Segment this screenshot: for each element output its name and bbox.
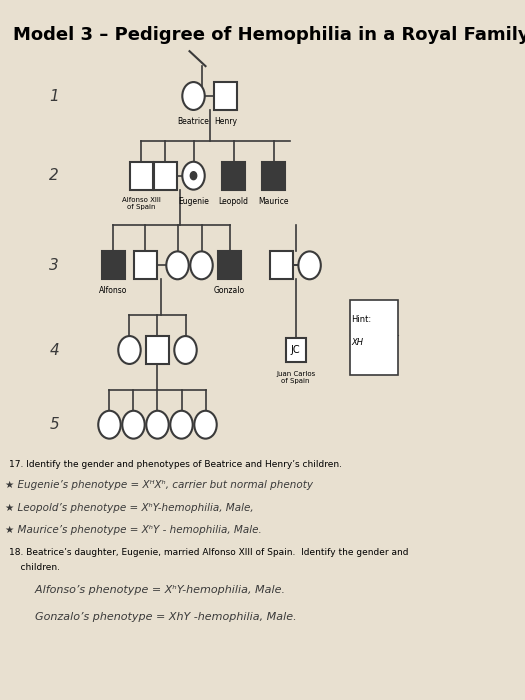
- FancyBboxPatch shape: [350, 300, 397, 375]
- Text: 4: 4: [49, 342, 59, 358]
- Text: ★ Maurice’s phenotype = XʰY - hemophilia, Male.: ★ Maurice’s phenotype = XʰY - hemophilia…: [5, 525, 262, 536]
- FancyBboxPatch shape: [134, 251, 156, 279]
- FancyBboxPatch shape: [154, 162, 177, 190]
- Circle shape: [191, 251, 213, 279]
- Circle shape: [98, 411, 121, 439]
- Text: ★ Eugenie’s phenotype = XᴴXʰ, carrier but normal phenoty: ★ Eugenie’s phenotype = XᴴXʰ, carrier bu…: [5, 480, 313, 491]
- FancyBboxPatch shape: [262, 162, 285, 190]
- Text: Leopold: Leopold: [218, 197, 248, 206]
- Text: children.: children.: [9, 563, 60, 572]
- Text: 2: 2: [49, 168, 59, 183]
- Text: Alfonso: Alfonso: [99, 286, 128, 295]
- Circle shape: [118, 336, 141, 364]
- Text: Alfonso’s phenotype = XʰY-hemophilia, Male.: Alfonso’s phenotype = XʰY-hemophilia, Ma…: [22, 585, 286, 595]
- FancyBboxPatch shape: [214, 82, 237, 110]
- Text: Eugenie: Eugenie: [178, 197, 209, 206]
- Text: Maurice: Maurice: [258, 197, 289, 206]
- FancyBboxPatch shape: [222, 162, 245, 190]
- FancyBboxPatch shape: [102, 251, 124, 279]
- Text: Gonzalo: Gonzalo: [214, 286, 245, 295]
- Circle shape: [170, 411, 193, 439]
- Circle shape: [194, 411, 217, 439]
- FancyBboxPatch shape: [146, 336, 169, 364]
- Text: 3: 3: [49, 258, 59, 273]
- FancyBboxPatch shape: [218, 251, 241, 279]
- Text: Model 3 – Pedigree of Hemophilia in a Royal Family: Model 3 – Pedigree of Hemophilia in a Ro…: [14, 27, 525, 44]
- Text: ★ Leopold’s phenotype = XʰY-hemophilia, Male,: ★ Leopold’s phenotype = XʰY-hemophilia, …: [5, 503, 254, 513]
- FancyBboxPatch shape: [130, 162, 153, 190]
- Text: 17. Identify the gender and phenotypes of Beatrice and Henry’s children.: 17. Identify the gender and phenotypes o…: [9, 460, 342, 468]
- Circle shape: [174, 336, 197, 364]
- Circle shape: [191, 172, 197, 180]
- Circle shape: [122, 411, 145, 439]
- Text: Gonzalo’s phenotype = XhY -hemophilia, Male.: Gonzalo’s phenotype = XhY -hemophilia, M…: [22, 612, 297, 622]
- Text: 5: 5: [49, 417, 59, 432]
- Text: Hint:: Hint:: [352, 315, 372, 324]
- Circle shape: [182, 162, 205, 190]
- Circle shape: [182, 82, 205, 110]
- Text: Alfonso XIII
of Spain: Alfonso XIII of Spain: [122, 197, 161, 209]
- Text: Beatrice: Beatrice: [177, 117, 209, 126]
- Text: XH: XH: [352, 337, 364, 346]
- Text: Henry: Henry: [214, 117, 237, 126]
- Text: Juan Carlos
of Spain: Juan Carlos of Spain: [276, 371, 315, 384]
- Text: 1: 1: [49, 88, 59, 104]
- Circle shape: [146, 411, 169, 439]
- FancyBboxPatch shape: [270, 251, 293, 279]
- Text: 18. Beatrice’s daughter, Eugenie, married Alfonso XIII of Spain.  Identify the g: 18. Beatrice’s daughter, Eugenie, marrie…: [9, 547, 409, 556]
- FancyBboxPatch shape: [286, 337, 306, 363]
- Text: JC: JC: [291, 345, 300, 355]
- Circle shape: [298, 251, 321, 279]
- Circle shape: [166, 251, 188, 279]
